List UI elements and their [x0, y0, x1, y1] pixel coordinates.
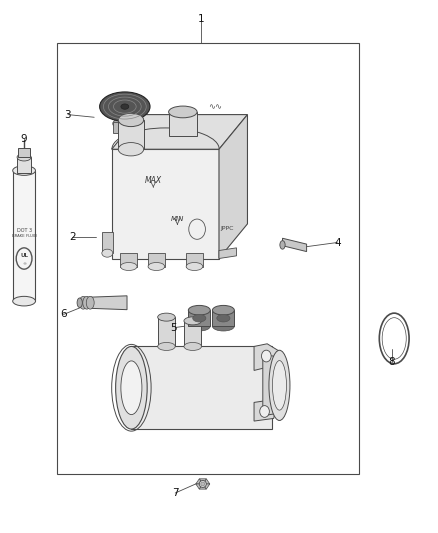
Text: 3: 3 [64, 110, 71, 119]
Bar [113, 122, 133, 133]
Text: 6: 6 [60, 310, 67, 319]
Text: 4: 4 [334, 238, 341, 247]
Ellipse shape [83, 296, 91, 309]
Bar [102, 232, 113, 253]
Ellipse shape [184, 343, 201, 351]
Ellipse shape [158, 343, 175, 351]
Bar [169, 112, 197, 136]
Text: 9: 9 [21, 134, 28, 143]
Bar [158, 317, 175, 346]
Ellipse shape [184, 317, 201, 325]
Text: ®: ® [22, 263, 26, 267]
Polygon shape [196, 484, 203, 489]
Text: 8: 8 [389, 358, 396, 367]
Ellipse shape [99, 92, 150, 122]
Text: 2: 2 [69, 232, 76, 242]
Ellipse shape [169, 106, 197, 118]
Ellipse shape [148, 263, 165, 271]
Bar [57, 43, 359, 474]
Bar [131, 346, 272, 429]
Ellipse shape [212, 305, 234, 315]
Polygon shape [283, 238, 307, 252]
Ellipse shape [121, 104, 129, 109]
Ellipse shape [158, 313, 175, 321]
Ellipse shape [201, 482, 205, 486]
Ellipse shape [193, 314, 206, 322]
Ellipse shape [260, 406, 269, 417]
Ellipse shape [212, 321, 234, 331]
Polygon shape [203, 484, 210, 489]
Ellipse shape [13, 296, 35, 306]
Ellipse shape [186, 263, 203, 271]
Polygon shape [83, 296, 127, 310]
Text: MIN: MIN [171, 215, 184, 222]
Bar [212, 310, 234, 326]
Text: 1: 1 [198, 14, 205, 23]
Bar [120, 253, 137, 266]
Text: 7: 7 [172, 488, 179, 498]
Bar [13, 171, 35, 301]
Ellipse shape [17, 154, 31, 161]
Ellipse shape [217, 314, 230, 322]
Polygon shape [112, 115, 247, 149]
Text: MAX: MAX [145, 176, 162, 184]
Text: BRAKE FLUID: BRAKE FLUID [11, 233, 37, 238]
Ellipse shape [188, 321, 210, 331]
Ellipse shape [13, 166, 35, 175]
Ellipse shape [86, 296, 94, 309]
Ellipse shape [102, 249, 113, 257]
Polygon shape [196, 479, 203, 484]
Text: DOT 3: DOT 3 [17, 228, 32, 233]
Bar [188, 310, 210, 326]
Polygon shape [219, 248, 237, 259]
Bar [148, 253, 165, 266]
Polygon shape [263, 354, 283, 416]
Polygon shape [219, 115, 247, 259]
Ellipse shape [118, 114, 144, 127]
Ellipse shape [77, 298, 82, 308]
Ellipse shape [261, 350, 271, 362]
Ellipse shape [113, 118, 132, 129]
Polygon shape [254, 344, 280, 370]
Polygon shape [199, 479, 206, 484]
Ellipse shape [272, 360, 286, 410]
Ellipse shape [188, 305, 210, 315]
Ellipse shape [199, 481, 206, 487]
Bar [17, 157, 31, 173]
Ellipse shape [280, 241, 285, 249]
Text: ∿∿: ∿∿ [208, 102, 222, 111]
Text: 5: 5 [170, 323, 177, 333]
Ellipse shape [116, 346, 147, 429]
Text: UL: UL [20, 253, 28, 259]
Polygon shape [112, 149, 219, 259]
Bar [118, 120, 144, 149]
Ellipse shape [79, 296, 87, 309]
Ellipse shape [118, 142, 144, 156]
Polygon shape [254, 401, 276, 421]
Polygon shape [199, 484, 206, 489]
Polygon shape [203, 479, 210, 484]
Ellipse shape [269, 350, 290, 421]
Bar [18, 148, 30, 157]
Bar [184, 321, 201, 346]
Text: JPPC: JPPC [220, 225, 233, 231]
Bar [186, 253, 203, 266]
Ellipse shape [121, 361, 142, 415]
Ellipse shape [120, 263, 137, 271]
